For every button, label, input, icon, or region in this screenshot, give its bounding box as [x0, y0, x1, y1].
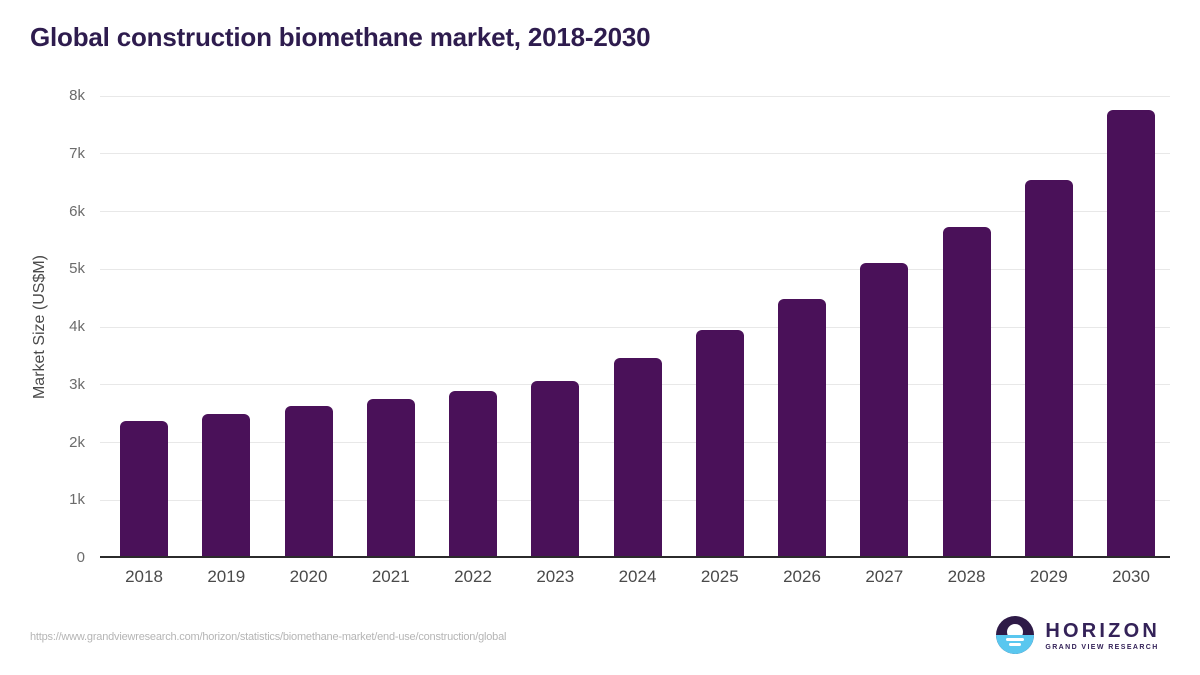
- logo-reflection-dash: [1009, 643, 1022, 646]
- x-axis-tick-labels: 2018 2019 2020 2021 2022 2023 2024 2025 2026 2027…: [100, 567, 1170, 587]
- bar-series: [100, 96, 1170, 558]
- x-tick-label-2019: 2019: [207, 567, 246, 586]
- bar-2022: [449, 391, 497, 558]
- x-tick-label-2021: 2021: [371, 567, 410, 586]
- x-tick-label-2023: 2023: [536, 567, 575, 586]
- x-tick-label-2027: 2027: [865, 567, 904, 586]
- x-tick-label-2018: 2018: [125, 567, 163, 586]
- bar-2028: [942, 226, 991, 558]
- bar-2019: [202, 413, 251, 558]
- horizon-logo: HORIZON GRAND VIEW RESEARCH: [996, 616, 1160, 654]
- logo-water-half: [996, 635, 1035, 654]
- y-tick-label-8k: 8k: [69, 87, 85, 104]
- y-tick-label-6k: 6k: [69, 202, 85, 220]
- y-tick-label-2k: 2k: [69, 433, 85, 451]
- bar-2021: [366, 398, 415, 558]
- x-tick-label-2025: 2025: [700, 567, 739, 586]
- bar-2026: [778, 298, 826, 558]
- bar-2023: [531, 380, 580, 558]
- y-tick-label-4k: 4k: [69, 318, 85, 335]
- gridline-4k: [100, 326, 1170, 328]
- y-tick-label-1k: 1k: [69, 491, 85, 509]
- gridline-8k: [100, 95, 1170, 97]
- plot-area: [100, 95, 1170, 558]
- bar-2029: [1024, 180, 1073, 558]
- y-tick-label-3k: 3k: [69, 375, 85, 393]
- y-axis-tick-labels: 0 1k 2k 3k 4k 5k 6k 7k 8k: [0, 87, 85, 566]
- gridline-6k: [100, 211, 1170, 212]
- x-axis-line: [100, 556, 1170, 558]
- x-tick-label-2028: 2028: [947, 567, 986, 586]
- x-tick-label-2026: 2026: [783, 567, 821, 586]
- y-tick-label-7k: 7k: [69, 144, 85, 162]
- gridline-7k: [100, 153, 1170, 155]
- bar-2030: [1107, 110, 1155, 558]
- source-url: https://www.grandviewresearch.com/horizo…: [30, 631, 507, 643]
- gridline-5k: [100, 268, 1170, 270]
- logo-subtitle: GRAND VIEW RESEARCH: [1045, 643, 1159, 651]
- horizon-logo-icon: [996, 616, 1035, 654]
- bar-2020: [284, 406, 333, 558]
- logo-name: HORIZON: [1045, 619, 1160, 642]
- x-tick-label-2020: 2020: [289, 567, 328, 586]
- x-tick-label-2029: 2029: [1029, 567, 1068, 586]
- bar-2027: [860, 263, 909, 558]
- logo-text: HORIZON GRAND VIEW RESEARCH: [1045, 620, 1160, 651]
- y-tick-label-0: 0: [76, 549, 85, 566]
- bar-2024: [613, 357, 662, 558]
- bar-2025: [695, 329, 744, 558]
- x-tick-label-2024: 2024: [618, 567, 657, 586]
- y-tick-label-5k: 5k: [69, 260, 85, 278]
- chart-title: Global construction biomethane market, 2…: [30, 22, 651, 52]
- logo-reflection-dash: [1006, 638, 1025, 641]
- bar-2018: [120, 420, 168, 558]
- x-tick-label-2030: 2030: [1112, 567, 1150, 586]
- x-tick-label-2022: 2022: [454, 567, 492, 586]
